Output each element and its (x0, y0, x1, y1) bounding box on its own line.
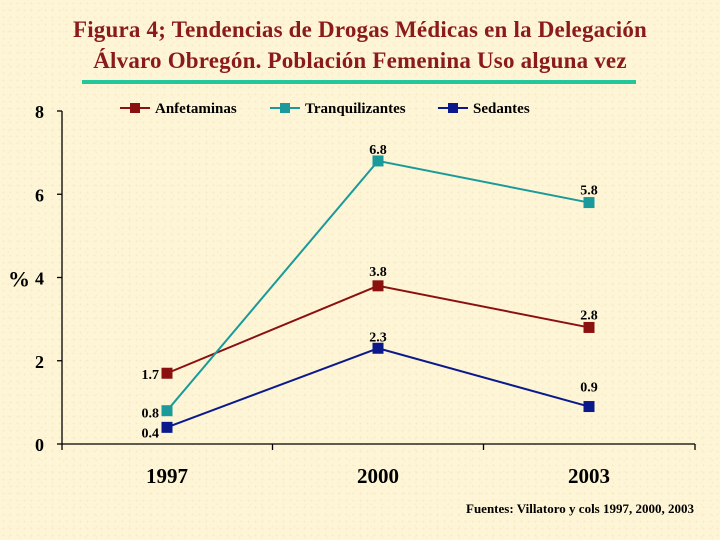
data-point-tranquilizantes (161, 405, 173, 417)
source-note: Fuentes: Villatoro y cols 1997, 2000, 20… (466, 501, 694, 516)
data-point-anfetaminas (583, 321, 595, 333)
data-label-anfetaminas: 3.8 (369, 265, 387, 280)
data-point-anfetaminas (372, 280, 384, 292)
data-label-sedantes: 0.9 (580, 381, 598, 396)
y-tick-label: 4 (35, 269, 44, 289)
data-point-sedantes (161, 421, 173, 433)
legend-label-anfetaminas: Anfetaminas (155, 101, 237, 117)
data-label-tranquilizantes: 5.8 (580, 184, 598, 199)
x-tick-label: 1997 (146, 464, 188, 488)
chart-title-line-2: Álvaro Obregón. Población Femenina Uso a… (93, 48, 627, 73)
chart-title-line-1: Figura 4; Tendencias de Drogas Médicas e… (72, 17, 648, 42)
y-tick-label: 0 (35, 435, 44, 455)
data-point-tranquilizantes (583, 197, 595, 209)
chart-series: 1.7 3.8 2.8 0.8 6.8 5.8 0.4 2.3 0.9 (142, 143, 598, 441)
data-point-anfetaminas (161, 367, 173, 379)
legend-label-sedantes: Sedantes (473, 101, 530, 117)
title-underline (82, 80, 636, 84)
x-tick-label: 2003 (568, 464, 610, 488)
data-label-anfetaminas: 1.7 (142, 368, 160, 383)
legend-marker-anfetaminas (130, 103, 140, 113)
y-tick-label: 2 (35, 352, 44, 372)
chart-legend: Anfetaminas Tranquilizantes Sedantes (120, 101, 530, 117)
y-tick-label: 6 (35, 185, 44, 205)
data-label-sedantes: 2.3 (369, 330, 387, 345)
y-axis-label: % (8, 267, 30, 292)
data-point-tranquilizantes (372, 155, 384, 167)
data-label-tranquilizantes: 0.8 (142, 407, 160, 422)
chart-axes: 0 2 4 6 8% 1997 2000 2003 (8, 102, 696, 488)
chart-title: Figura 4; Tendencias de Drogas Médicas e… (0, 14, 720, 76)
data-point-sedantes (583, 401, 595, 413)
series-line-sedantes (166, 347, 590, 429)
x-tick-label: 2000 (357, 464, 399, 488)
y-tick-label: 8 (35, 102, 44, 122)
data-label-sedantes: 0.4 (142, 426, 160, 441)
legend-marker-sedantes (448, 103, 458, 113)
data-point-sedantes (372, 342, 384, 354)
data-label-anfetaminas: 2.8 (580, 308, 598, 323)
legend-marker-tranquilizantes (280, 103, 290, 113)
legend-label-tranquilizantes: Tranquilizantes (305, 101, 406, 117)
data-label-tranquilizantes: 6.8 (369, 143, 387, 158)
